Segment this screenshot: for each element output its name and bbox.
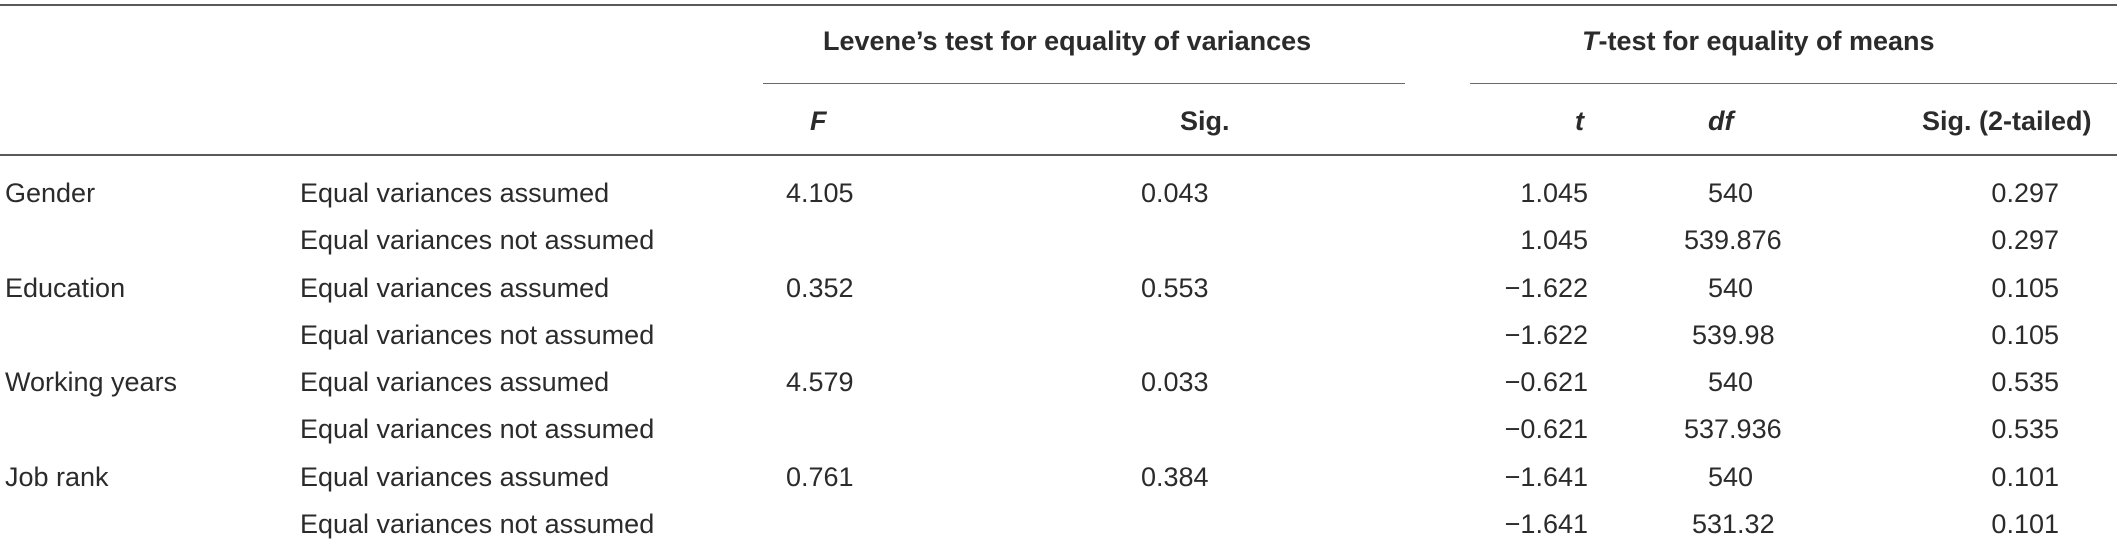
row-assumption: Equal variances not assumed xyxy=(300,509,655,539)
ttest-group-header: T-test for equality of means xyxy=(1582,28,1935,55)
row-sig-2tailed: 0.105 xyxy=(1991,273,2059,303)
row-t: −0.621 xyxy=(1504,367,1588,397)
row-assumption: Equal variances not assumed xyxy=(300,225,655,255)
row-assumption: Equal variances not assumed xyxy=(300,320,655,350)
col-header-sig-2tailed: Sig. (2-tailed) xyxy=(1922,106,2092,136)
row-t: −1.622 xyxy=(1504,273,1588,303)
row-assumption: Equal variances assumed xyxy=(300,462,610,492)
row-assumption: Equal variances assumed xyxy=(300,367,610,397)
row-sig-2tailed: 0.101 xyxy=(1991,509,2059,539)
row-variable: Gender xyxy=(5,178,96,208)
row-f: 4.579 xyxy=(786,367,854,397)
row-df: 540 xyxy=(1708,178,1754,208)
row-sig: 0.384 xyxy=(1141,462,1209,492)
row-df: 539.876 xyxy=(1684,225,1782,255)
row-variable: Working years xyxy=(5,367,178,397)
row-assumption: Equal variances assumed xyxy=(300,273,610,303)
row-f: 0.761 xyxy=(786,462,854,492)
row-assumption: Equal variances not assumed xyxy=(300,414,655,444)
row-sig-2tailed: 0.297 xyxy=(1991,225,2059,255)
row-t: −1.641 xyxy=(1504,462,1588,492)
table-top-rule xyxy=(0,4,2117,6)
row-df: 540 xyxy=(1708,367,1754,397)
row-df: 531.32 xyxy=(1692,509,1775,539)
row-df: 539.98 xyxy=(1692,320,1775,350)
row-sig-2tailed: 0.101 xyxy=(1991,462,2059,492)
row-df: 540 xyxy=(1708,462,1754,492)
row-t: −1.622 xyxy=(1504,320,1588,350)
row-df: 537.936 xyxy=(1684,414,1782,444)
row-t: −1.641 xyxy=(1504,509,1588,539)
row-sig: 0.043 xyxy=(1141,178,1209,208)
ttest-group-header-italic: T xyxy=(1582,26,1599,56)
row-variable: Education xyxy=(5,273,126,303)
col-header-sig: Sig. xyxy=(1180,106,1230,136)
row-t: 1.045 xyxy=(1520,225,1588,255)
col-header-t: t xyxy=(1575,106,1584,136)
row-sig-2tailed: 0.105 xyxy=(1991,320,2059,350)
row-f: 0.352 xyxy=(786,273,854,303)
row-f: 4.105 xyxy=(786,178,854,208)
levene-group-header: Levene’s test for equality of variances xyxy=(823,26,1312,56)
row-sig-2tailed: 0.535 xyxy=(1991,414,2059,444)
col-header-df: df xyxy=(1708,106,1734,136)
row-assumption: Equal variances assumed xyxy=(300,178,610,208)
col-header-f: F xyxy=(810,106,827,136)
row-sig: 0.553 xyxy=(1141,273,1209,303)
row-sig-2tailed: 0.535 xyxy=(1991,367,2059,397)
row-t: −0.621 xyxy=(1504,414,1588,444)
levene-group-rule xyxy=(763,83,1405,84)
ttest-group-rule xyxy=(1470,83,2117,84)
ttest-group-header-rest: -test for equality of means xyxy=(1598,26,1935,56)
row-sig-2tailed: 0.297 xyxy=(1991,178,2059,208)
header-bottom-rule xyxy=(0,154,2117,156)
row-df: 540 xyxy=(1708,273,1754,303)
row-variable: Job rank xyxy=(5,462,109,492)
row-t: 1.045 xyxy=(1520,178,1588,208)
row-sig: 0.033 xyxy=(1141,367,1209,397)
